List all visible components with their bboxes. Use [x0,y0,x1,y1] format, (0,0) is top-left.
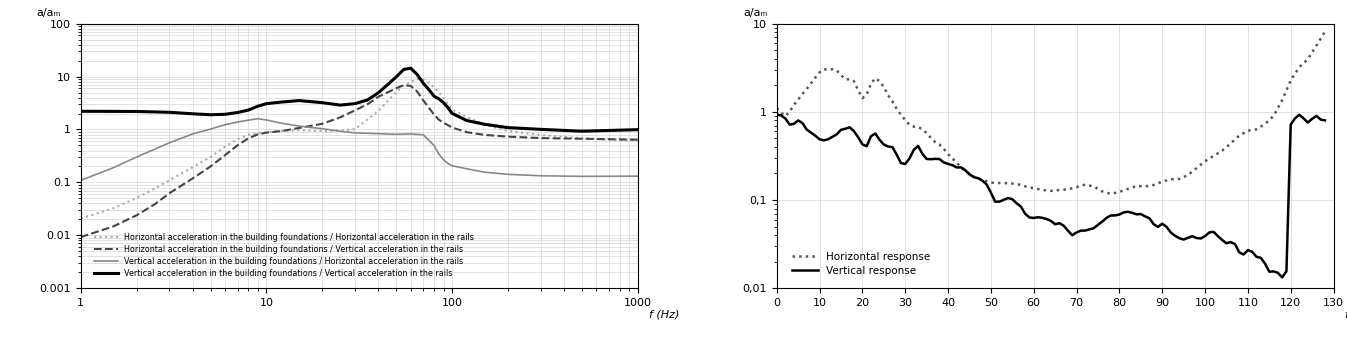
Text: a/aₘ: a/aₘ [744,8,768,18]
Text: f (Hz): f (Hz) [649,309,679,319]
Text: a/aₘ: a/aₘ [36,8,61,18]
Legend: Horizontal acceleration in the building foundations / Horizontal acceleration in: Horizontal acceleration in the building … [90,230,477,281]
Text: f (Hz): f (Hz) [1344,309,1347,319]
Legend: Horizontal response, Vertical response: Horizontal response, Vertical response [788,248,935,280]
